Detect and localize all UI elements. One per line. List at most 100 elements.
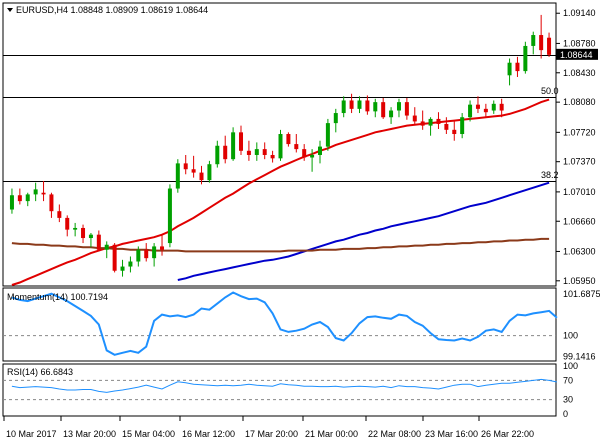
candle-body: [523, 45, 528, 72]
rsi-label: RSI(14) 66.6843: [7, 367, 73, 377]
time-tick-label: 23 Mar 16:00: [425, 429, 478, 439]
rsi-tick-label: 70: [563, 375, 573, 385]
candle-body: [373, 102, 378, 112]
candle-body: [444, 123, 449, 130]
price-tick-label: 1.07010: [563, 187, 596, 197]
candle-body: [404, 102, 409, 116]
moving-averages: [11, 98, 550, 286]
price-tick-label: 1.08780: [563, 38, 596, 48]
candle-body: [49, 194, 54, 212]
momentum-line: [11, 291, 558, 356]
rsi-tick-label: 30: [563, 395, 573, 405]
moving-average-line-2: [11, 237, 550, 253]
symbol-header: EURUSD,H4 1.08848 1.08909 1.08619 1.0864…: [16, 5, 208, 15]
candle-body: [136, 249, 141, 262]
dropdown-triangle-icon[interactable]: [7, 8, 13, 12]
candle-body: [491, 103, 496, 111]
candle-body: [381, 102, 386, 118]
candle-body: [341, 100, 346, 114]
candle-body: [365, 100, 370, 112]
price-panel[interactable]: 1.09140 1.08780 1.08430 1.08080 1.07720 1.073…: [2, 2, 598, 287]
candle-body: [531, 35, 536, 46]
time-tick-label: 17 Mar 20:00: [245, 429, 298, 439]
price-tick-label: 1.08430: [563, 68, 596, 78]
time-tick-label: 10 Mar 2017: [6, 429, 57, 439]
price-tick-label: 1.09140: [563, 8, 596, 18]
momentum-series: [11, 291, 558, 356]
candle-body: [294, 144, 299, 150]
candle-body: [215, 145, 220, 165]
candle-body: [73, 227, 78, 230]
candle-body: [302, 149, 307, 158]
candle-body: [144, 249, 149, 259]
candle-body: [483, 108, 488, 113]
candle-body: [167, 188, 172, 244]
candle-body: [223, 145, 228, 160]
candle-body: [460, 117, 465, 135]
candle-body: [152, 246, 157, 259]
current-price-label: 1.08644: [560, 50, 593, 60]
rsi-line: [11, 378, 558, 393]
candle-body: [33, 189, 38, 195]
candle-body: [475, 104, 480, 109]
price-tick-label: 1.07720: [563, 127, 596, 137]
rsi-tick-label: 100: [563, 361, 578, 371]
candle-body: [428, 118, 433, 126]
candle-body: [41, 192, 46, 195]
price-tick-label: 1.06660: [563, 216, 596, 226]
candle-body: [539, 35, 544, 51]
time-tick-label: 21 Mar 00:00: [305, 429, 358, 439]
price-tick-label: 1.08080: [563, 97, 596, 107]
candle-body: [412, 115, 417, 122]
price-tick-label: 1.05950: [563, 276, 596, 286]
candle-body: [128, 261, 133, 267]
candle-body: [175, 163, 180, 189]
candle-body: [120, 266, 125, 271]
rsi-panel-frame: [2, 363, 557, 417]
candle-body: [278, 134, 283, 159]
time-tick-label: 22 Mar 08:00: [368, 429, 421, 439]
rsi-panel[interactable]: 100 70 30 0 RSI(14) 66.6843: [2, 361, 578, 419]
time-tick-label: 15 Mar 04:00: [122, 429, 175, 439]
candle-body: [57, 211, 62, 218]
fib-38-label: 38.2: [541, 170, 559, 180]
candle-body: [65, 217, 70, 230]
candle-body: [396, 102, 401, 111]
candle-body: [389, 110, 394, 118]
rsi-series: [11, 378, 558, 393]
time-tick-label: 26 Mar 22:00: [481, 429, 534, 439]
candle-body: [452, 129, 457, 135]
momentum-tick-label: 100: [563, 331, 578, 341]
candle-body: [88, 234, 93, 239]
candle-body: [507, 62, 512, 76]
time-tick-label: 16 Mar 12:00: [182, 429, 235, 439]
momentum-tick-label: 101.6875: [563, 289, 600, 299]
candles: [9, 14, 552, 277]
price-y-axis: 1.09140 1.08780 1.08430 1.08080 1.07720 1.073…: [556, 8, 596, 286]
candle-body: [239, 132, 244, 151]
rsi-tick-label: 0: [563, 409, 568, 419]
rsi-level-lines: [3, 379, 556, 401]
moving-average-line-1: [177, 181, 550, 281]
candle-body: [325, 123, 330, 147]
price-tick-label: 1.06300: [563, 246, 596, 256]
candle-body: [25, 194, 30, 202]
rsi-y-axis: 100 70 30 0: [563, 361, 578, 419]
candle-body: [183, 163, 188, 170]
candle-body: [499, 103, 504, 111]
candle-body: [9, 195, 14, 210]
candle-body: [160, 246, 165, 250]
candle-body: [349, 100, 354, 109]
candle-body: [262, 149, 267, 155]
momentum-y-axis: 101.6875 100 99.1416: [563, 289, 600, 362]
candle-body: [286, 134, 291, 145]
horizontal-lines[interactable]: [3, 55, 556, 182]
momentum-tick-label: 99.1416: [563, 352, 596, 362]
momentum-label: Momentum(14) 100.7194: [7, 292, 108, 302]
candle-body: [310, 154, 315, 158]
candle-body: [436, 118, 441, 124]
momentum-panel[interactable]: 101.6875 100 99.1416 Momentum(14) 100.7194: [2, 287, 600, 362]
candle-body: [191, 169, 196, 173]
candle-body: [270, 154, 275, 159]
